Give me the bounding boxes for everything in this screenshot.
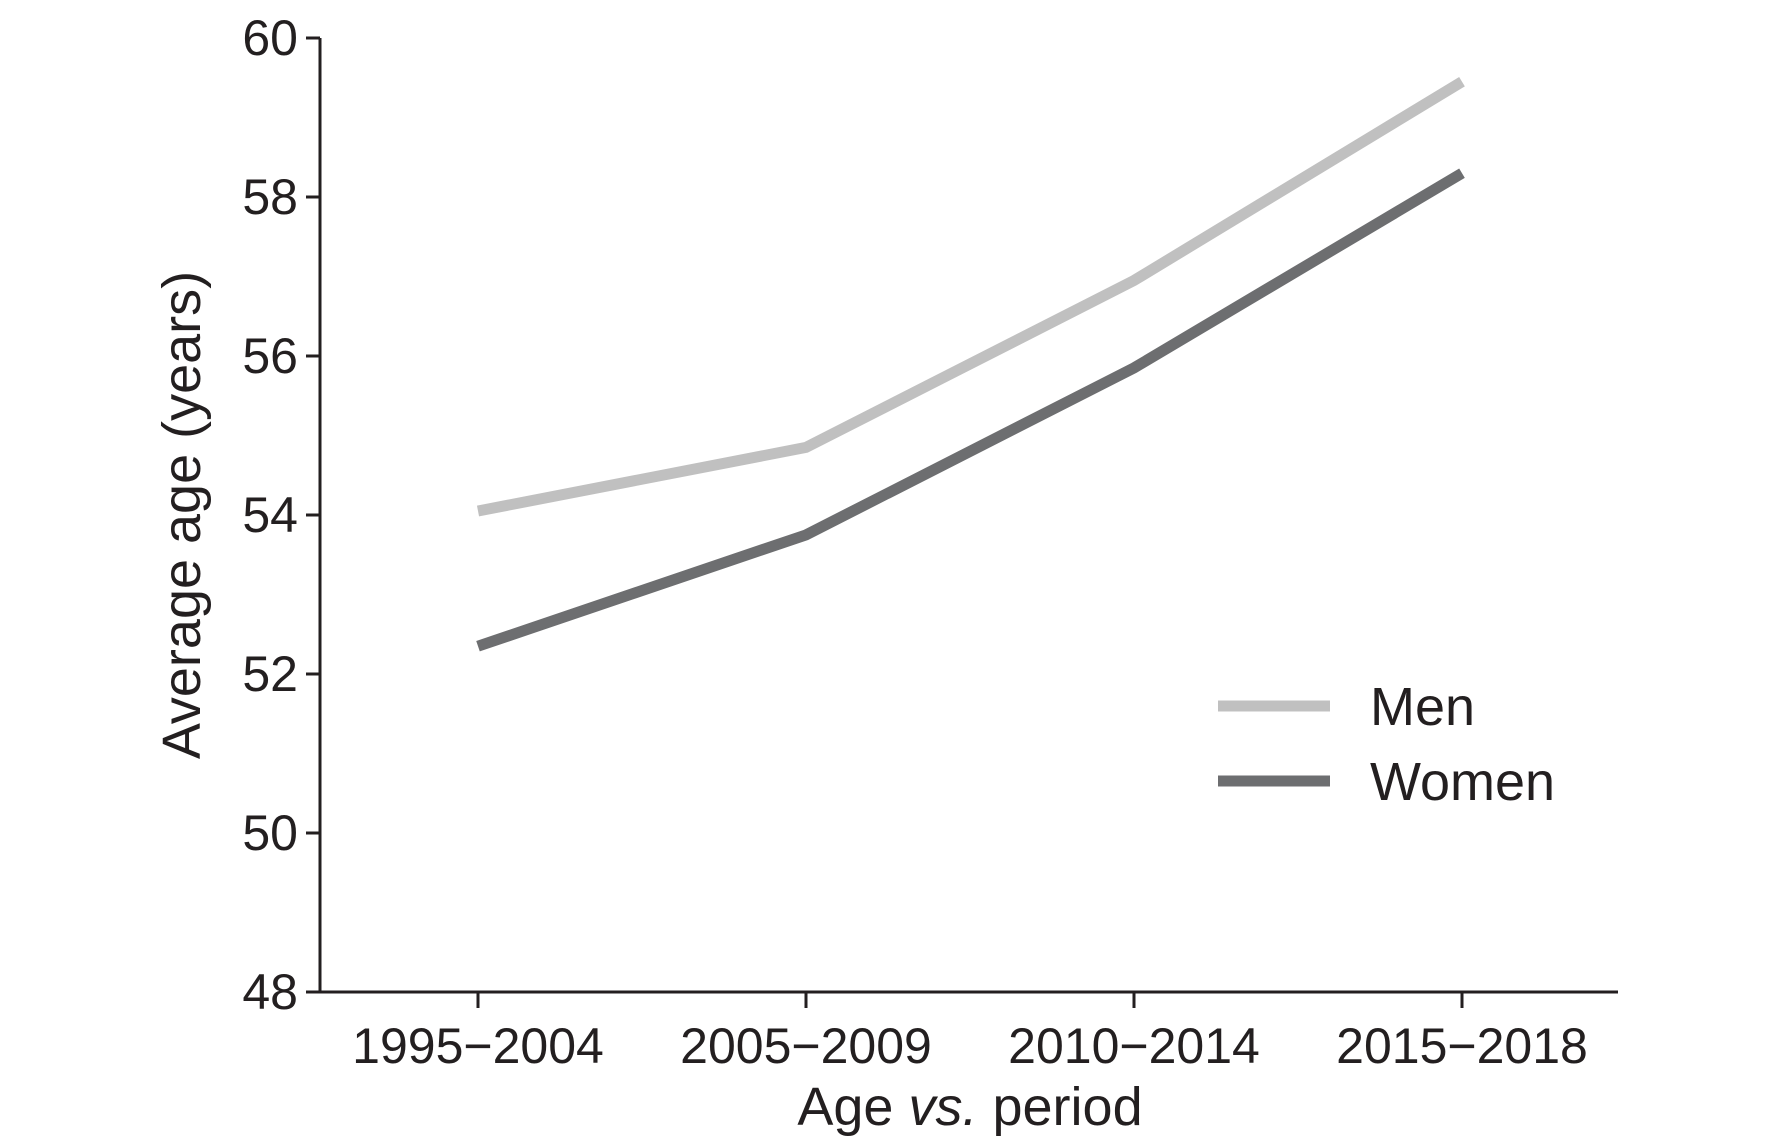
y-axis-title: Average age (years) [152, 271, 212, 759]
x-tick-label: 2015−2018 [1336, 1018, 1588, 1074]
y-tick-label: 48 [242, 964, 298, 1020]
series-line-men [476, 76, 1465, 517]
x-axis: 1995−2004 2005−2009 2010−2014 2015−2018 [320, 990, 1618, 1074]
series-lines [476, 76, 1465, 652]
x-tick-label: 2005−2009 [680, 1018, 932, 1074]
y-tick-label: 58 [242, 169, 298, 225]
series-line-women [476, 168, 1465, 652]
y-tick-label: 56 [242, 328, 298, 384]
y-axis: 48 50 52 54 56 58 60 [242, 10, 322, 1020]
y-axis-ticks: 48 50 52 54 56 58 60 [242, 10, 320, 1020]
y-tick-label: 50 [242, 805, 298, 861]
y-tick-label: 60 [242, 10, 298, 66]
x-axis-title-italic: vs. [908, 1077, 977, 1137]
x-axis-title-prefix: Age [797, 1077, 908, 1137]
legend-label-men: Men [1370, 677, 1475, 737]
y-tick-label: 52 [242, 646, 298, 702]
x-axis-ticks: 1995−2004 2005−2009 2010−2014 2015−2018 [352, 992, 1588, 1074]
y-tick-label: 54 [242, 487, 298, 543]
x-tick-label: 1995−2004 [352, 1018, 604, 1074]
legend-label-women: Women [1370, 752, 1555, 812]
x-axis-title-suffix: period [977, 1077, 1142, 1137]
x-tick-label: 2010−2014 [1008, 1018, 1260, 1074]
x-axis-title: Age vs. period [797, 1077, 1142, 1137]
legend: Men Women [1218, 677, 1555, 812]
